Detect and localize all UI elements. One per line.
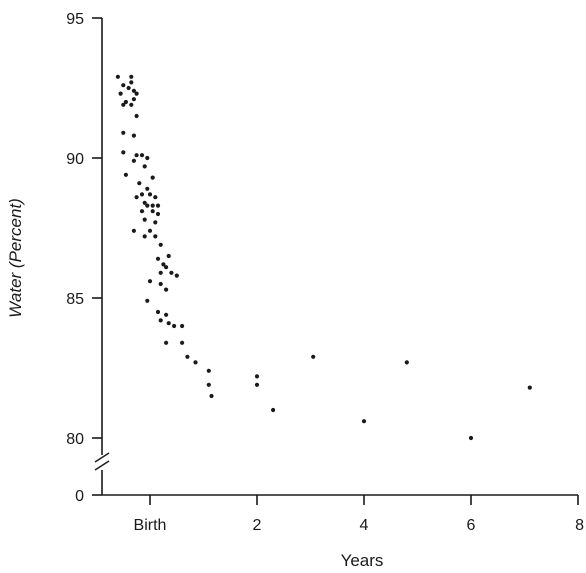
data-point xyxy=(254,382,260,387)
data-points xyxy=(115,74,532,441)
y-tick-label: 95 xyxy=(66,11,84,28)
data-point xyxy=(169,270,174,275)
data-point xyxy=(153,220,158,225)
data-point xyxy=(150,209,155,214)
axis-break-mark-lower xyxy=(94,460,110,471)
data-point xyxy=(145,155,150,161)
data-point xyxy=(311,354,316,359)
data-point xyxy=(193,360,198,365)
data-point xyxy=(131,88,136,93)
data-point xyxy=(153,234,158,239)
data-point xyxy=(180,340,185,345)
data-point xyxy=(166,321,171,326)
data-point xyxy=(134,195,139,200)
data-point xyxy=(123,99,128,105)
x-axis-title: Years xyxy=(341,551,384,570)
data-point xyxy=(164,287,169,292)
data-point xyxy=(468,435,474,441)
axis-break-mark-upper xyxy=(94,452,110,463)
data-point xyxy=(129,102,134,107)
data-point xyxy=(145,203,150,208)
data-point xyxy=(180,323,185,329)
data-point xyxy=(155,211,161,217)
data-point xyxy=(142,217,147,222)
data-point xyxy=(147,279,153,284)
data-point xyxy=(271,407,276,413)
data-point xyxy=(147,228,153,233)
data-point xyxy=(527,385,532,390)
data-point xyxy=(129,74,134,79)
y-tick-label: 85 xyxy=(66,291,84,308)
data-point xyxy=(121,83,126,88)
data-point xyxy=(134,91,139,96)
data-point xyxy=(131,158,136,163)
data-point xyxy=(172,323,177,329)
data-point xyxy=(155,203,161,208)
data-point xyxy=(121,130,126,135)
data-point xyxy=(206,382,211,387)
data-point xyxy=(118,91,123,96)
data-point xyxy=(142,164,147,169)
x-tick-label: 6 xyxy=(467,517,476,534)
y-axis-title: Water (Percent) xyxy=(6,198,25,318)
y-tick-label: 80 xyxy=(66,431,84,448)
x-ticks: Birth 2 4 6 8 xyxy=(134,495,584,534)
data-point xyxy=(161,262,166,267)
axes xyxy=(92,18,578,496)
data-point xyxy=(145,298,150,303)
data-point xyxy=(126,85,131,91)
data-point xyxy=(158,242,163,247)
data-point xyxy=(123,172,128,177)
y-baseline-label: 0 xyxy=(75,488,84,505)
data-point xyxy=(155,256,161,261)
data-point xyxy=(254,374,260,379)
data-point xyxy=(131,97,136,102)
data-point xyxy=(139,153,145,158)
x-tick-label: 8 xyxy=(575,517,584,534)
data-point xyxy=(131,228,136,233)
data-point xyxy=(174,273,179,278)
data-point xyxy=(142,234,147,239)
data-point xyxy=(206,368,211,373)
data-point xyxy=(139,209,145,214)
x-tick-label: Birth xyxy=(134,517,167,534)
data-point xyxy=(158,281,163,287)
data-point xyxy=(137,181,142,186)
data-point xyxy=(209,393,214,399)
data-point xyxy=(164,265,169,270)
data-point xyxy=(155,309,161,315)
data-point xyxy=(164,312,169,317)
data-point xyxy=(164,340,169,345)
x-tick-label: 2 xyxy=(253,517,262,534)
data-point xyxy=(121,102,126,107)
data-point xyxy=(145,186,150,191)
data-point xyxy=(166,253,171,259)
data-point xyxy=(361,419,367,424)
data-point xyxy=(147,192,153,197)
data-point xyxy=(121,150,126,155)
data-point xyxy=(185,354,190,359)
data-point xyxy=(158,318,163,323)
data-point xyxy=(150,175,155,180)
data-point xyxy=(158,270,163,275)
data-point xyxy=(142,200,147,205)
data-point xyxy=(115,74,120,79)
y-tick-label: 90 xyxy=(66,151,84,168)
x-tick-label: 4 xyxy=(360,517,369,534)
data-point xyxy=(129,80,134,85)
data-point xyxy=(404,360,409,365)
data-point xyxy=(139,192,145,197)
data-point xyxy=(134,153,139,158)
data-point xyxy=(153,195,158,200)
data-point xyxy=(131,133,136,138)
data-point xyxy=(134,113,139,119)
data-point xyxy=(150,203,155,208)
y-ticks: 80 85 90 95 xyxy=(66,11,102,448)
